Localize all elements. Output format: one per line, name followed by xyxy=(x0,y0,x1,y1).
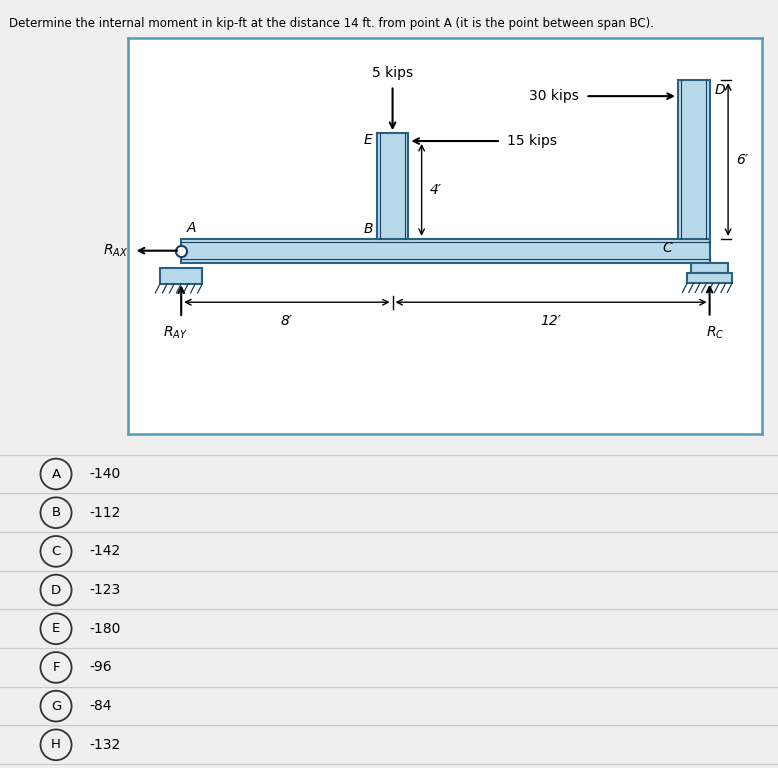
Text: B: B xyxy=(363,222,373,237)
Text: $R_{AX}$: $R_{AX}$ xyxy=(103,243,128,259)
Text: -84: -84 xyxy=(89,699,112,713)
Bar xyxy=(691,263,728,273)
Text: -96: -96 xyxy=(89,660,112,674)
Text: B: B xyxy=(51,506,61,519)
Text: -180: -180 xyxy=(89,622,121,636)
Text: A: A xyxy=(187,221,196,235)
Text: -123: -123 xyxy=(89,583,121,597)
Text: Determine the internal moment in kip-ft at the distance 14 ft. from point A (it : Determine the internal moment in kip-ft … xyxy=(9,17,654,30)
Text: -132: -132 xyxy=(89,738,121,752)
Text: C: C xyxy=(663,241,673,256)
Text: A: A xyxy=(51,468,61,481)
Text: E: E xyxy=(364,133,373,147)
Text: D: D xyxy=(715,83,726,97)
Bar xyxy=(687,273,732,283)
Text: $R_C$: $R_C$ xyxy=(706,324,724,340)
Text: 12′: 12′ xyxy=(541,314,562,328)
Text: 30 kips: 30 kips xyxy=(529,89,579,103)
Bar xyxy=(678,81,710,239)
Text: $R_{AY}$: $R_{AY}$ xyxy=(163,325,188,341)
Bar xyxy=(160,268,202,283)
Text: -142: -142 xyxy=(89,545,121,558)
Text: G: G xyxy=(51,700,61,713)
Text: 4′: 4′ xyxy=(429,183,442,197)
Text: E: E xyxy=(52,622,60,635)
Text: -140: -140 xyxy=(89,467,121,481)
Text: 6′: 6′ xyxy=(736,153,748,167)
Text: 15 kips: 15 kips xyxy=(507,134,558,148)
Bar xyxy=(377,133,408,239)
Text: -112: -112 xyxy=(89,505,121,520)
Text: C: C xyxy=(51,545,61,558)
Text: H: H xyxy=(51,738,61,751)
Bar xyxy=(181,239,710,263)
Text: 8′: 8′ xyxy=(281,314,293,328)
Text: F: F xyxy=(52,661,60,674)
Text: 5 kips: 5 kips xyxy=(372,66,413,81)
Text: D: D xyxy=(51,584,61,597)
